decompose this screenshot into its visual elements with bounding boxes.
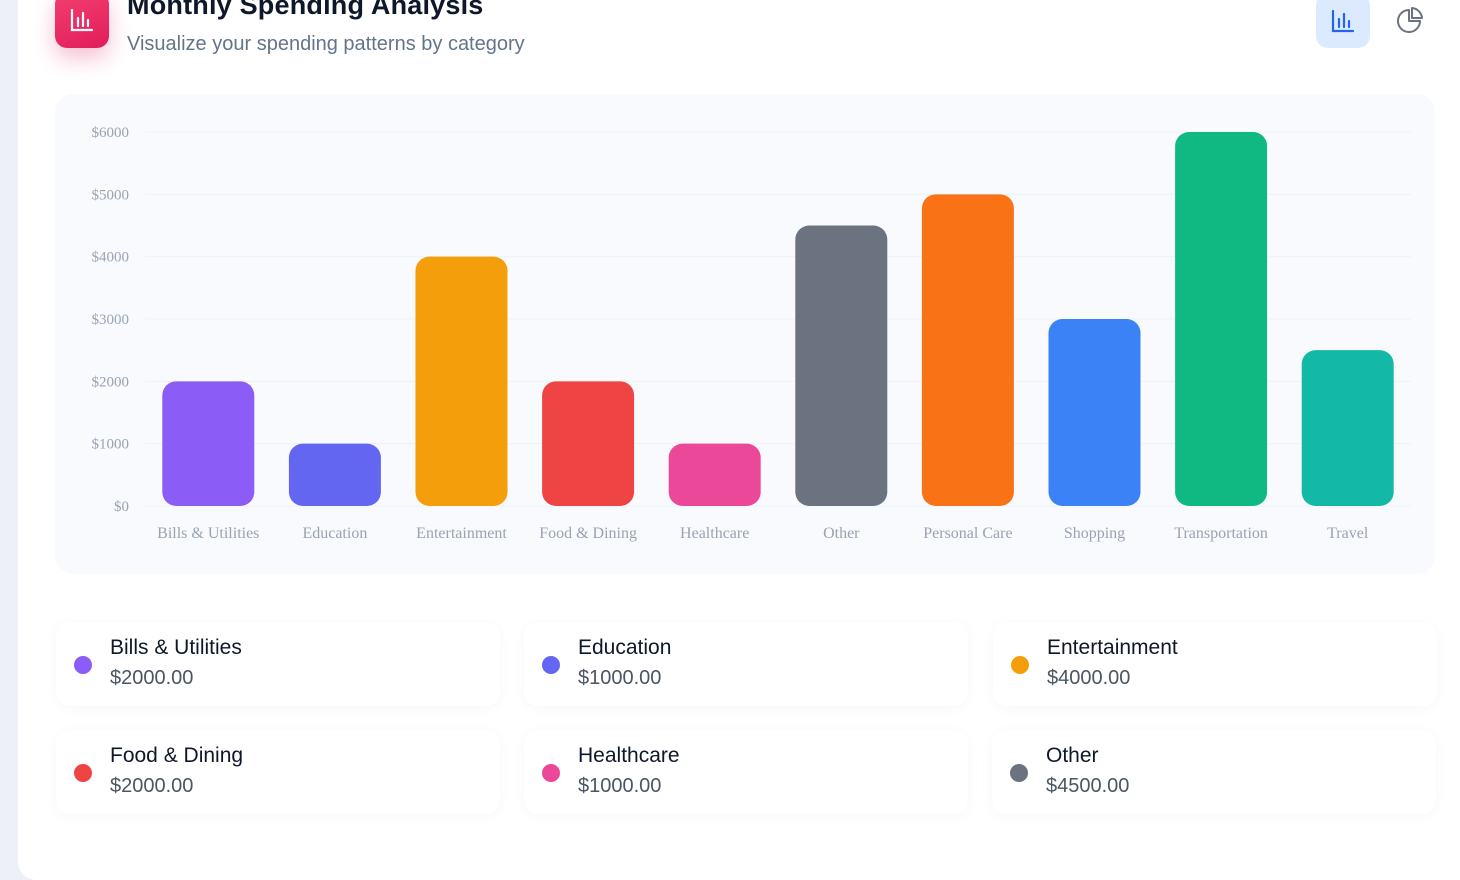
- x-tick-label: Education: [302, 525, 367, 542]
- pie-chart-icon: [1397, 7, 1423, 33]
- bar-chart-icon: [70, 8, 94, 32]
- x-tick-label: Shopping: [1064, 525, 1125, 542]
- legend-amount: $1000.00: [578, 667, 662, 689]
- bar-other[interactable]: [795, 225, 888, 507]
- pie-view-button[interactable]: [1382, 0, 1436, 48]
- bar-chart-icon: [1331, 9, 1355, 33]
- legend-card-food-dining[interactable]: Food & Dining $2000.00: [56, 730, 500, 814]
- legend-category-name: Education: [578, 636, 672, 659]
- page-subtitle: Visualize your spending patterns by cate…: [127, 33, 525, 55]
- bar-food-dining[interactable]: [542, 381, 635, 506]
- legend-color-dot: [542, 656, 560, 674]
- y-tick-label: $4000: [92, 250, 130, 266]
- bar-education[interactable]: [288, 443, 381, 506]
- legend-category-name: Other: [1046, 744, 1099, 767]
- legend-amount: $4000.00: [1047, 667, 1131, 689]
- x-tick-label: Healthcare: [680, 525, 749, 542]
- legend-amount: $4500.00: [1046, 775, 1130, 797]
- page-title: Monthly Spending Analysis: [127, 0, 484, 20]
- y-tick-label: $2000: [92, 374, 130, 390]
- legend-card-bills-utilities[interactable]: Bills & Utilities $2000.00: [56, 622, 500, 706]
- bar-view-button[interactable]: [1316, 0, 1370, 48]
- bar-travel[interactable]: [1301, 350, 1394, 506]
- y-tick-label: $1000: [92, 437, 130, 453]
- legend-category-name: Food & Dining: [110, 744, 244, 767]
- x-tick-label: Food & Dining: [539, 525, 637, 542]
- x-tick-label: Entertainment: [416, 525, 507, 542]
- legend-color-dot: [542, 764, 560, 782]
- legend-card-healthcare[interactable]: Healthcare $1000.00: [524, 730, 968, 814]
- legend-card-other[interactable]: Other $4500.00: [992, 730, 1436, 814]
- legend-card-education[interactable]: Education $1000.00: [524, 622, 968, 706]
- bar-personal-care[interactable]: [921, 194, 1014, 506]
- bar-transportation[interactable]: [1175, 132, 1268, 506]
- x-tick-label: Bills & Utilities: [157, 525, 259, 542]
- legend-color-dot: [1010, 764, 1028, 782]
- x-tick-label: Other: [823, 525, 860, 542]
- legend-color-dot: [74, 656, 92, 674]
- legend-amount: $2000.00: [110, 775, 194, 797]
- bar-bills-utilities[interactable]: [162, 381, 255, 506]
- legend-amount: $2000.00: [110, 667, 194, 689]
- legend-color-dot: [1011, 656, 1029, 674]
- bar-healthcare[interactable]: [668, 443, 761, 506]
- y-tick-label: $3000: [92, 312, 130, 328]
- legend-category-name: Bills & Utilities: [110, 636, 242, 659]
- legend-card-entertainment[interactable]: Entertainment $4000.00: [993, 622, 1437, 706]
- spending-bar-chart: $0 $1000 $2000 $3000 $4000 $5000 $6000 Bills & …: [92, 125, 1411, 542]
- chart-panel: $0 $1000 $2000 $3000 $4000 $5000 $6000 Bills & …: [55, 94, 1435, 574]
- app-logo: [55, 0, 109, 48]
- y-tick-label: $0: [114, 499, 129, 515]
- x-tick-label: Travel: [1327, 525, 1369, 542]
- legend-category-name: Entertainment: [1047, 636, 1178, 659]
- legend-category-name: Healthcare: [578, 744, 680, 767]
- y-tick-label: $6000: [92, 125, 130, 141]
- x-tick-label: Transportation: [1174, 525, 1268, 542]
- bar-shopping[interactable]: [1048, 319, 1141, 506]
- legend-color-dot: [74, 764, 92, 782]
- bar-entertainment[interactable]: [415, 256, 508, 506]
- x-tick-label: Personal Care: [923, 525, 1012, 542]
- y-tick-label: $5000: [92, 187, 130, 203]
- legend-amount: $1000.00: [578, 775, 662, 797]
